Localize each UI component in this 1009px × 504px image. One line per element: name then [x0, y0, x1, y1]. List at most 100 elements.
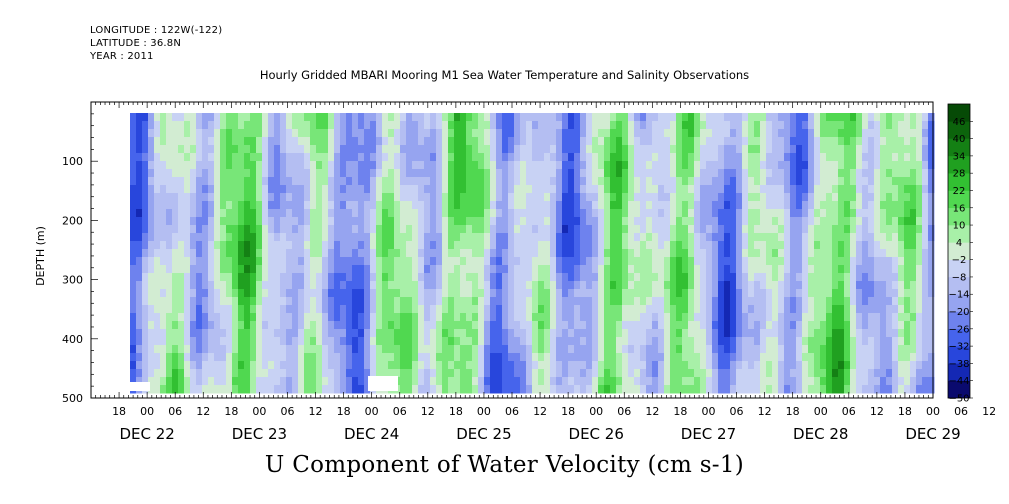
heatmap-cell: [736, 265, 743, 274]
heatmap-cell: [706, 201, 713, 210]
heatmap-cell: [148, 185, 155, 194]
heatmap-cell: [208, 281, 215, 290]
heatmap-cell: [190, 257, 197, 266]
heatmap-cell: [808, 353, 815, 362]
heatmap-cell: [646, 169, 653, 178]
heatmap-cell: [226, 289, 233, 298]
heatmap-cell: [208, 201, 215, 210]
heatmap-cell: [676, 169, 683, 178]
heatmap-cell: [424, 329, 431, 338]
heatmap-cell: [418, 145, 425, 154]
heatmap-cell: [580, 217, 587, 226]
heatmap-cell: [256, 113, 263, 122]
heatmap-cell: [346, 249, 353, 258]
heatmap-cell: [424, 297, 431, 306]
heatmap-cell: [874, 385, 881, 394]
heatmap-cell: [310, 233, 317, 242]
heatmap-cell: [820, 193, 827, 202]
heatmap-cell: [742, 345, 749, 354]
heatmap-cell: [304, 225, 311, 234]
heatmap-cell: [244, 361, 251, 370]
heatmap-cell: [274, 249, 281, 258]
heatmap-cell: [286, 145, 293, 154]
heatmap-cell: [736, 353, 743, 362]
heatmap-cell: [808, 321, 815, 330]
heatmap-cell: [712, 305, 719, 314]
heatmap-cell: [466, 193, 473, 202]
heatmap-cell: [274, 217, 281, 226]
heatmap-cell: [514, 233, 521, 242]
heatmap-cell: [376, 129, 383, 138]
heatmap-cell: [706, 305, 713, 314]
heatmap-cell: [796, 169, 803, 178]
heatmap-cell: [484, 217, 491, 226]
heatmap-cell: [784, 137, 791, 146]
heatmap-cell: [892, 137, 899, 146]
heatmap-cell: [388, 369, 395, 378]
heatmap-cell: [754, 377, 761, 386]
heatmap-cell: [760, 121, 767, 130]
heatmap-cell: [712, 345, 719, 354]
heatmap-cell: [598, 345, 605, 354]
heatmap-cell: [322, 113, 329, 122]
heatmap-cell: [484, 369, 491, 378]
heatmap-cell: [184, 241, 191, 250]
heatmap-cell: [328, 169, 335, 178]
heatmap-cell: [364, 177, 371, 186]
heatmap-cell: [358, 297, 365, 306]
heatmap-cell: [490, 113, 497, 122]
heatmap-cell: [772, 385, 779, 394]
heatmap-cell: [718, 129, 725, 138]
heatmap-cell: [730, 113, 737, 122]
heatmap-cell: [268, 361, 275, 370]
heatmap-cell: [592, 137, 599, 146]
heatmap-cell: [406, 329, 413, 338]
heatmap-cell: [256, 209, 263, 218]
heatmap-cell: [700, 345, 707, 354]
heatmap-cell: [886, 297, 893, 306]
heatmap-cell: [346, 265, 353, 274]
heatmap-cell: [262, 193, 269, 202]
heatmap-cell: [166, 225, 173, 234]
heatmap-cell: [814, 385, 821, 394]
heatmap-cell: [172, 169, 179, 178]
heatmap-cell: [532, 217, 539, 226]
heatmap-cell: [640, 361, 647, 370]
heatmap-cell: [274, 201, 281, 210]
heatmap-cell: [766, 153, 773, 162]
heatmap-cell: [412, 289, 419, 298]
heatmap-cell: [514, 113, 521, 122]
heatmap-cell: [226, 329, 233, 338]
heatmap-cell: [568, 121, 575, 130]
heatmap-cell: [634, 313, 641, 322]
heatmap-cell: [172, 241, 179, 250]
heatmap-cell: [394, 273, 401, 282]
heatmap-cell: [634, 169, 641, 178]
heatmap-cell: [904, 329, 911, 338]
heatmap-cell: [550, 209, 557, 218]
heatmap-cell: [760, 201, 767, 210]
heatmap-cell: [880, 185, 887, 194]
heatmap-cell: [790, 225, 797, 234]
heatmap-cell: [184, 249, 191, 258]
heatmap-cell: [388, 321, 395, 330]
heatmap-cell: [208, 193, 215, 202]
heatmap-cell: [910, 217, 917, 226]
heatmap-cell: [382, 233, 389, 242]
heatmap-cell: [754, 209, 761, 218]
heatmap-cell: [664, 129, 671, 138]
heatmap-cell: [256, 385, 263, 394]
heatmap-cell: [928, 161, 935, 170]
heatmap-cell: [598, 113, 605, 122]
heatmap-cell: [214, 161, 221, 170]
heatmap-cell: [388, 137, 395, 146]
heatmap-cell: [142, 217, 149, 226]
heatmap-cell: [520, 217, 527, 226]
heatmap-cell: [598, 121, 605, 130]
heatmap-cell: [370, 257, 377, 266]
heatmap-cell: [604, 241, 611, 250]
heatmap-cell: [358, 225, 365, 234]
heatmap-cell: [280, 201, 287, 210]
heatmap-cell: [406, 321, 413, 330]
heatmap-cell: [646, 145, 653, 154]
